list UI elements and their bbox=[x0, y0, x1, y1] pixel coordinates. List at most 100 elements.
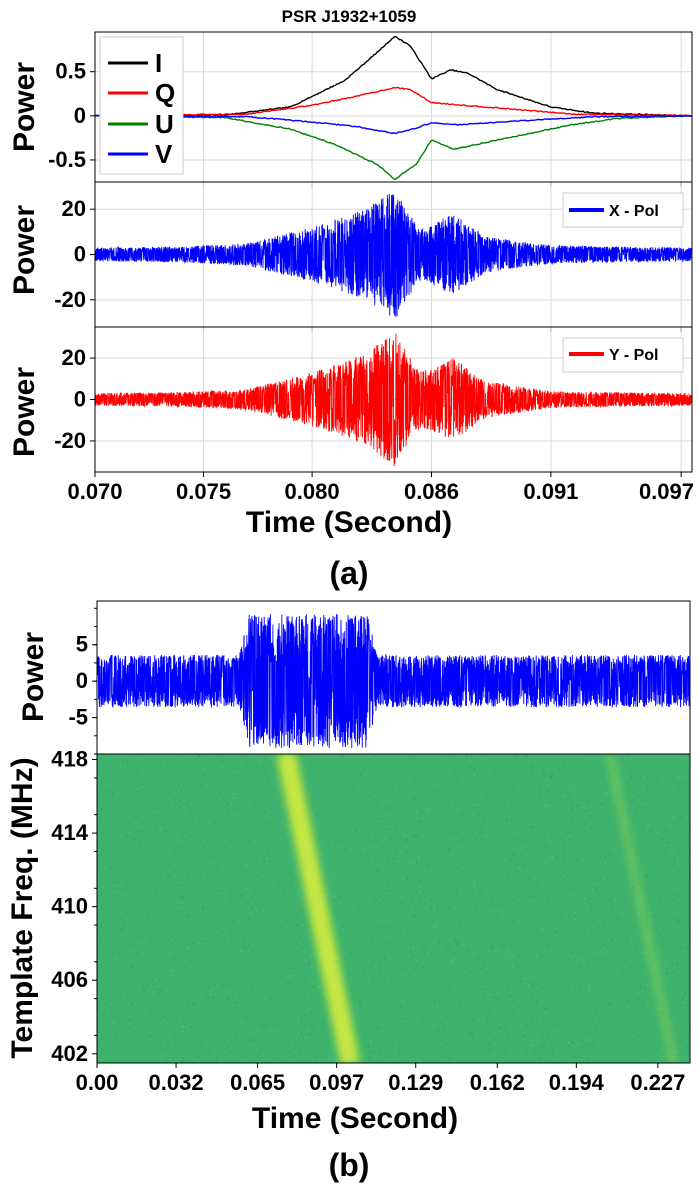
heatmap-noise-cell bbox=[277, 970, 280, 973]
heatmap-noise-cell bbox=[263, 1028, 265, 1031]
heatmap-noise-cell bbox=[130, 930, 133, 933]
heatmap-noise-cell bbox=[595, 884, 598, 886]
heatmap-noise-cell bbox=[288, 1050, 291, 1053]
heatmap-noise-cell bbox=[204, 792, 207, 795]
heatmap-noise-cell bbox=[355, 829, 358, 832]
heatmap-noise-cell bbox=[500, 916, 503, 919]
heatmap-noise-cell bbox=[403, 877, 406, 880]
heatmap-noise-cell bbox=[612, 909, 615, 912]
heatmap-noise-cell bbox=[273, 945, 276, 948]
heatmap-noise-cell bbox=[566, 911, 569, 914]
heatmap-noise-cell bbox=[128, 849, 131, 852]
heatmap-noise-cell bbox=[525, 856, 527, 859]
heatmap-noise-cell bbox=[412, 969, 415, 972]
heatmap-noise-cell bbox=[176, 769, 179, 772]
heatmap-noise-cell bbox=[621, 956, 624, 959]
heatmap-noise-cell bbox=[216, 931, 219, 934]
heatmap-noise-cell bbox=[218, 823, 220, 825]
heatmap-noise-cell bbox=[643, 765, 646, 768]
heatmap-noise-cell bbox=[191, 903, 194, 906]
heatmap-noise-cell bbox=[676, 837, 679, 839]
heatmap-noise-cell bbox=[420, 859, 423, 862]
heatmap-noise-cell bbox=[232, 1057, 235, 1060]
heatmap-noise-cell bbox=[456, 861, 459, 864]
heatmap-noise-cell bbox=[321, 997, 324, 1000]
heatmap-noise-cell bbox=[609, 810, 612, 813]
heatmap-noise-cell bbox=[516, 919, 519, 922]
heatmap-noise-cell bbox=[126, 996, 129, 999]
heatmap-noise-cell bbox=[387, 806, 390, 809]
heatmap-noise-cell bbox=[361, 765, 363, 767]
heatmap-noise-cell bbox=[207, 830, 210, 833]
heatmap-noise-cell bbox=[435, 810, 438, 813]
heatmap-noise-cell bbox=[511, 965, 514, 968]
heatmap-noise-cell bbox=[125, 912, 128, 915]
heatmap-noise-cell bbox=[181, 1030, 184, 1033]
heatmap-noise-cell bbox=[649, 912, 652, 915]
heatmap-noise-cell bbox=[245, 863, 248, 866]
heatmap-noise-cell bbox=[655, 898, 658, 901]
heatmap-noise-cell bbox=[385, 926, 388, 929]
heatmap-noise-cell bbox=[438, 1000, 441, 1003]
heatmap-noise-cell bbox=[591, 1002, 594, 1004]
heatmap-noise-cell bbox=[624, 769, 627, 772]
heatmap-noise-cell bbox=[141, 834, 144, 837]
heatmap-noise-cell bbox=[416, 780, 419, 783]
heatmap-noise-cell bbox=[503, 758, 506, 761]
heatmap-noise-cell bbox=[163, 894, 166, 897]
heatmap-noise-cell bbox=[202, 908, 205, 910]
heatmap-noise-cell bbox=[498, 879, 501, 882]
heatmap-noise-cell bbox=[345, 762, 348, 765]
heatmap-noise-cell bbox=[487, 874, 489, 877]
heatmap-noise-cell bbox=[178, 919, 181, 922]
heatmap-noise-cell bbox=[663, 928, 666, 931]
heatmap-noise-cell bbox=[425, 862, 428, 865]
heatmap-noise-cell bbox=[382, 801, 385, 803]
heatmap-noise-cell bbox=[262, 909, 265, 912]
heatmap-noise-cell bbox=[581, 1046, 584, 1048]
heatmap-noise-cell bbox=[273, 1060, 276, 1063]
heatmap-noise-cell bbox=[427, 808, 430, 811]
heatmap-noise-cell bbox=[399, 896, 402, 899]
heatmap-noise-cell bbox=[444, 851, 447, 854]
heatmap-noise-cell bbox=[547, 897, 550, 899]
heatmap-noise-cell bbox=[186, 946, 189, 948]
heatmap-noise-cell bbox=[111, 1012, 114, 1015]
heatmap-noise-cell bbox=[562, 842, 565, 845]
heatmap-noise-cell bbox=[243, 1041, 246, 1044]
heatmap-noise-cell bbox=[311, 1025, 314, 1028]
heatmap-noise-cell bbox=[290, 954, 292, 957]
heatmap-noise-cell bbox=[225, 809, 228, 812]
heatmap-noise-cell bbox=[199, 1047, 202, 1050]
heatmap-noise-cell bbox=[452, 844, 454, 847]
heatmap-noise-cell bbox=[400, 992, 403, 995]
heatmap-noise-cell bbox=[474, 807, 476, 810]
heatmap-noise-cell bbox=[263, 1052, 266, 1054]
heatmap-noise-cell bbox=[319, 815, 322, 818]
heatmap-noise-cell bbox=[443, 865, 446, 868]
heatmap-noise-cell bbox=[118, 947, 121, 950]
heatmap-noise-cell bbox=[502, 871, 504, 874]
heatmap-noise-cell bbox=[420, 989, 423, 992]
heatmap-noise-cell bbox=[133, 795, 136, 798]
heatmap-noise-cell bbox=[173, 876, 176, 879]
heatmap-noise-cell bbox=[360, 804, 363, 806]
heatmap-noise-cell bbox=[630, 757, 632, 760]
heatmap-noise-cell bbox=[482, 892, 485, 895]
heatmap-noise-cell bbox=[418, 968, 421, 971]
heatmap-noise-cell bbox=[273, 816, 276, 819]
heatmap-noise-cell bbox=[283, 953, 286, 956]
heatmap-noise-cell bbox=[234, 1002, 237, 1004]
heatmap-noise-cell bbox=[242, 778, 245, 781]
heatmap-noise-cell bbox=[673, 996, 676, 999]
heatmap-noise-cell bbox=[491, 1027, 494, 1029]
heatmap-noise-cell bbox=[365, 858, 368, 860]
heatmap-noise-cell bbox=[581, 775, 584, 778]
heatmap-noise-cell bbox=[416, 953, 419, 956]
heatmap-noise-cell bbox=[561, 905, 564, 908]
heatmap-noise-cell bbox=[573, 789, 575, 792]
heatmap-noise-cell bbox=[565, 1049, 568, 1052]
heatmap-noise-cell bbox=[601, 958, 604, 961]
